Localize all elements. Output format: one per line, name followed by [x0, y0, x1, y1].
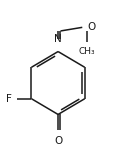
Text: O: O [87, 22, 95, 32]
Text: CH₃: CH₃ [79, 47, 95, 56]
Text: F: F [6, 94, 12, 104]
Text: O: O [54, 136, 62, 146]
Text: N: N [54, 34, 62, 44]
